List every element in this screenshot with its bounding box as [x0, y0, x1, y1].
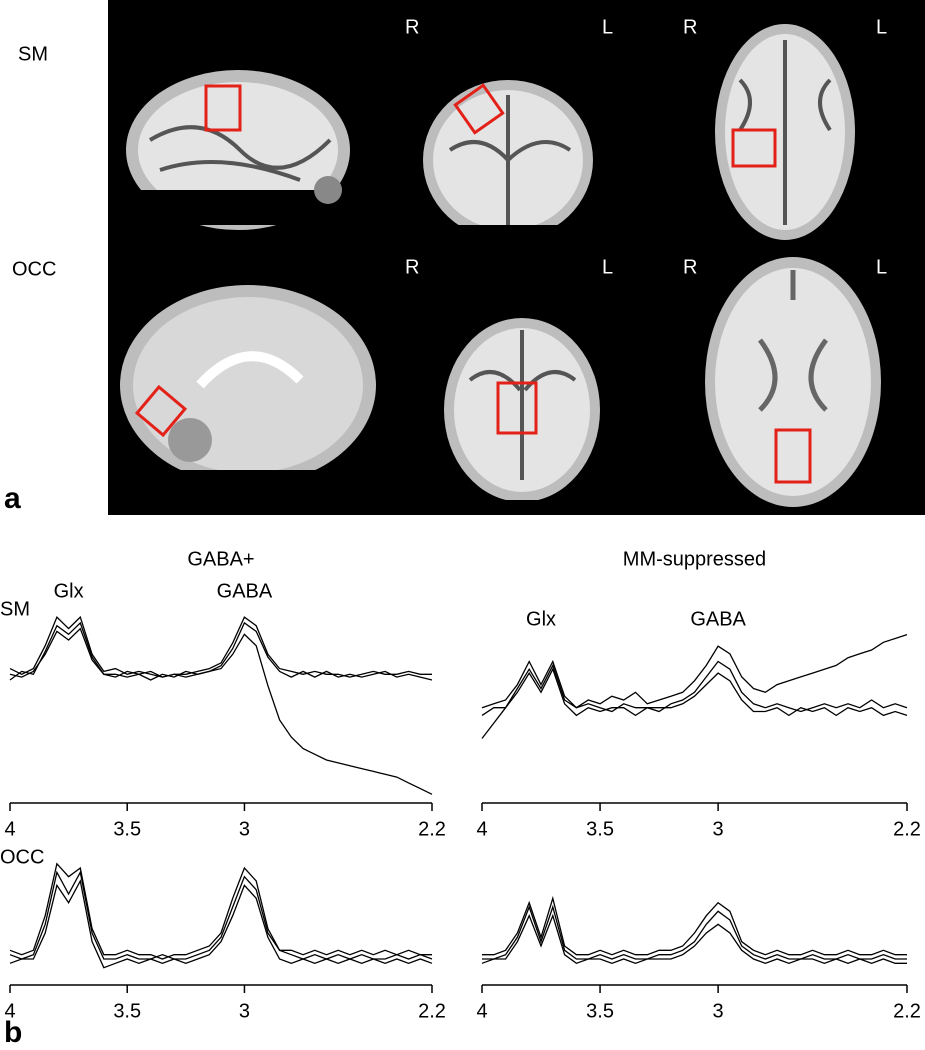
- x-tick-label: 3.5: [113, 818, 141, 840]
- spectrum-line: [9, 879, 433, 969]
- mri-axial-occ: [705, 257, 881, 507]
- x-tick-label: 3: [239, 1000, 250, 1022]
- mri-sagittal-occ: [120, 285, 380, 515]
- spectrum-line: [9, 615, 432, 678]
- orientation-label: R: [405, 16, 419, 38]
- x-tick-label: 3.5: [113, 1000, 141, 1022]
- chart-title: MM-suppressed: [623, 548, 766, 570]
- x-tick-label: 3: [239, 818, 250, 840]
- x-tick-label: 2.2: [893, 1000, 921, 1022]
- peak-label: Glx: [54, 580, 84, 602]
- x-tick-label: 4: [476, 1000, 487, 1022]
- spectrum-line: [481, 659, 908, 713]
- spectrum-line: [9, 862, 432, 960]
- x-tick-label: 3: [713, 818, 724, 840]
- spectrum-line: [481, 913, 907, 965]
- row-label: SM: [0, 598, 30, 620]
- spectrum-line: [9, 621, 433, 681]
- x-tick-label: 4: [4, 818, 15, 840]
- spectrum-line: [481, 667, 908, 717]
- x-tick-label: 3.5: [586, 818, 614, 840]
- panel-label: a: [4, 482, 21, 515]
- x-tick-label: 2.2: [418, 1000, 446, 1022]
- mri-coronal-occ: [440, 318, 610, 515]
- chart-title: GABA+: [187, 548, 254, 570]
- spectrum-line: [9, 870, 433, 960]
- row-label: OCC: [12, 258, 56, 280]
- spectrum-line: [481, 633, 908, 739]
- x-tick-label: 2.2: [893, 818, 921, 840]
- mri-axial-sm: [715, 24, 855, 240]
- x-tick-label: 4: [476, 818, 487, 840]
- orientation-label: L: [602, 256, 613, 278]
- row-label: SM: [18, 43, 48, 65]
- orientation-label: R: [683, 16, 697, 38]
- peak-label: Glx: [526, 608, 556, 630]
- spectrum-line: [9, 627, 433, 795]
- x-tick-label: 3: [713, 1000, 724, 1022]
- row-label: OCC: [0, 846, 44, 868]
- x-tick-label: 4: [4, 1000, 15, 1022]
- mri-coronal-sm: [420, 80, 600, 245]
- orientation-label: L: [602, 16, 613, 38]
- peak-label: GABA: [217, 580, 273, 602]
- x-tick-label: 2.2: [418, 818, 446, 840]
- mri-sagittal-sm: [120, 70, 350, 230]
- orientation-label: L: [876, 256, 887, 278]
- x-tick-label: 3.5: [586, 1000, 614, 1022]
- peak-label: GABA: [690, 608, 746, 630]
- orientation-label: L: [876, 16, 887, 38]
- spectrum-line: [482, 895, 907, 956]
- orientation-label: R: [683, 256, 697, 278]
- panel-label: b: [4, 1016, 22, 1049]
- orientation-label: R: [405, 256, 419, 278]
